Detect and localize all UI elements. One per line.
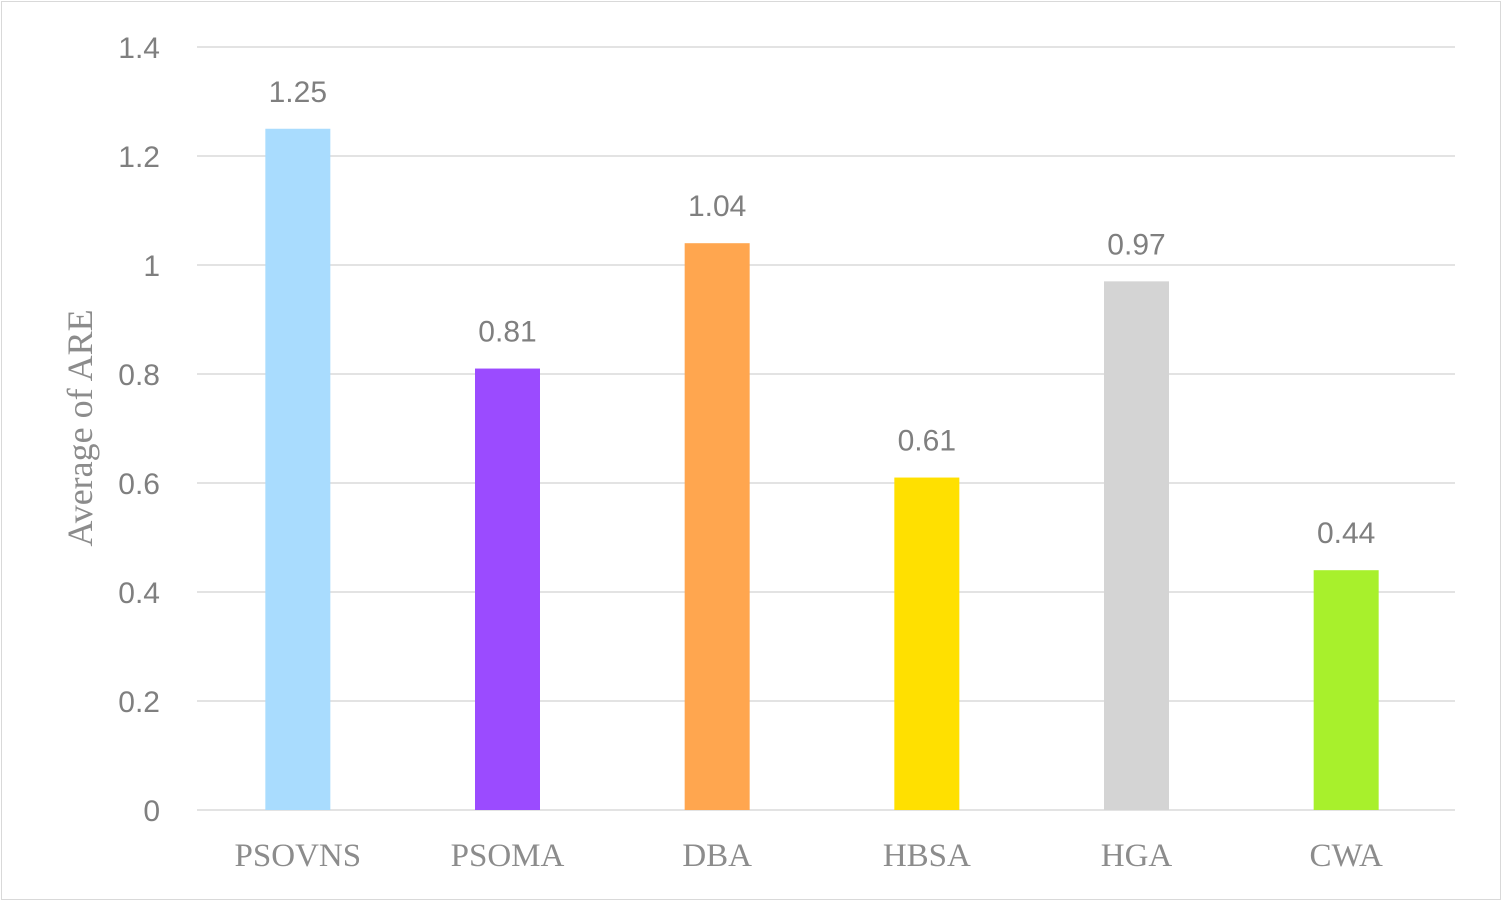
y-tick-label: 1.2 xyxy=(118,141,160,174)
x-category-label: PSOMA xyxy=(451,838,565,874)
y-axis-label: Average of ARE xyxy=(60,309,100,546)
data-labels: 1.25 0.81 1.04 0.61 0.97 0.44 xyxy=(269,76,1376,550)
bars xyxy=(265,128,1379,811)
x-category-label: PSOVNS xyxy=(235,838,362,874)
bar-dba xyxy=(684,243,750,810)
x-category-label: CWA xyxy=(1309,838,1383,874)
y-tick-label: 0.4 xyxy=(118,577,160,610)
y-tick-label: 0.8 xyxy=(118,359,160,392)
bar-hbsa xyxy=(894,477,960,810)
x-category-label: HGA xyxy=(1101,838,1173,874)
x-axis-categories: PSOVNS PSOMA DBA HBSA HGA CWA xyxy=(235,838,1383,874)
data-label: 0.97 xyxy=(1107,228,1165,261)
bar-psoma xyxy=(475,368,540,810)
x-category-label: HBSA xyxy=(883,838,971,874)
data-label: 1.25 xyxy=(269,76,327,109)
x-category-label: DBA xyxy=(682,838,752,874)
y-tick-label: 1 xyxy=(143,250,160,283)
bar-cwa xyxy=(1313,570,1379,810)
gridlines xyxy=(197,46,1455,811)
data-label: 0.44 xyxy=(1317,517,1375,550)
bar-psovns xyxy=(265,128,331,810)
data-label: 0.81 xyxy=(478,316,536,349)
y-tick-label: 0 xyxy=(143,795,160,828)
y-tick-label: 1.4 xyxy=(118,32,160,65)
y-tick-label: 0.2 xyxy=(118,686,160,719)
data-label: 0.61 xyxy=(898,425,956,458)
y-tick-label: 0.6 xyxy=(118,468,160,501)
data-label: 1.04 xyxy=(688,190,746,223)
y-axis-ticks: 0 0.2 0.4 0.6 0.8 1 1.2 1.4 xyxy=(118,32,160,828)
bar-hga xyxy=(1104,281,1169,811)
